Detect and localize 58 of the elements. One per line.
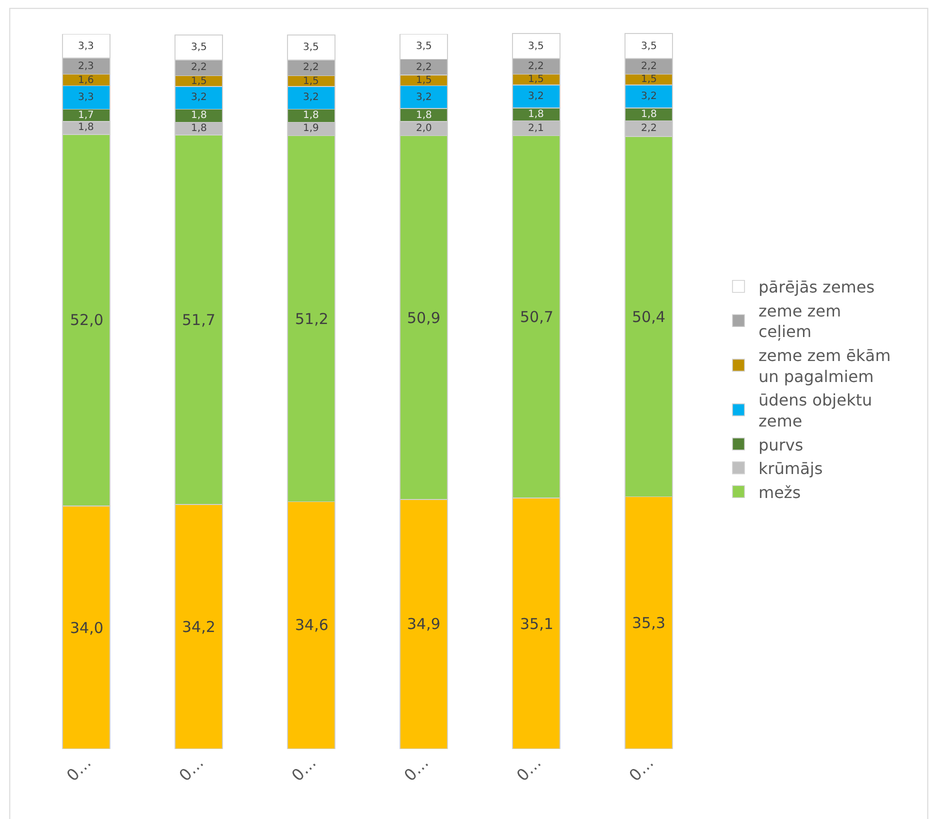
data-label: 3,2 <box>528 91 544 102</box>
legend-label: pārējās zemes <box>758 278 875 297</box>
data-label: 1,5 <box>528 74 544 85</box>
x-tick-label: 0… <box>62 753 95 786</box>
x-tick-label: 0… <box>400 753 432 786</box>
data-label: 34,2 <box>182 618 216 636</box>
data-label: 35,3 <box>632 614 666 632</box>
data-label: 1,8 <box>303 110 319 121</box>
data-label: 3,2 <box>191 92 207 103</box>
data-label: 2,3 <box>78 61 94 72</box>
legend-label: purvs <box>758 435 804 454</box>
data-label: 1,8 <box>528 109 544 120</box>
data-label: 1,7 <box>78 110 94 121</box>
data-label: 51,7 <box>182 311 216 329</box>
data-label: 1,8 <box>416 110 432 121</box>
x-tick-label: 0… <box>288 753 320 786</box>
data-label: 3,2 <box>303 92 319 103</box>
data-label: 34,9 <box>407 615 440 633</box>
data-label: 3,2 <box>641 91 657 102</box>
data-label: 1,5 <box>416 75 432 86</box>
data-label: 50,7 <box>520 308 554 326</box>
data-label: 3,3 <box>78 41 94 52</box>
data-label: 1,9 <box>303 123 319 134</box>
data-label: 1,5 <box>641 74 657 85</box>
legend-label: mežs <box>758 482 801 502</box>
data-label: 50,4 <box>632 308 666 326</box>
x-tick-label: 0… <box>625 753 658 786</box>
data-label: 2,2 <box>641 123 657 134</box>
legend-label: krūmājs <box>758 459 823 478</box>
x-tick-label: 0… <box>512 753 545 786</box>
data-label: 3,5 <box>528 41 544 52</box>
data-label: 2,2 <box>528 61 544 72</box>
data-label: 1,8 <box>641 109 657 120</box>
data-label: 2,2 <box>416 62 432 73</box>
data-label: 2,0 <box>416 123 432 134</box>
data-label: 3,5 <box>641 41 657 52</box>
data-label: 1,8 <box>78 122 94 133</box>
data-label: 1,5 <box>303 76 319 87</box>
data-label: 2,1 <box>528 123 544 134</box>
data-label: 51,2 <box>295 310 328 328</box>
data-label: 1,5 <box>191 76 207 87</box>
data-label: 1,6 <box>78 75 94 86</box>
data-label: 35,1 <box>520 615 554 633</box>
data-label: 1,8 <box>191 123 207 134</box>
data-label: 52,0 <box>70 311 104 329</box>
data-label: 50,9 <box>407 309 440 327</box>
data-label: 2,2 <box>191 62 207 73</box>
data-label: 1,8 <box>191 110 207 121</box>
data-label: 3,2 <box>416 92 432 103</box>
data-label: 3,5 <box>416 41 432 52</box>
data-label: 3,5 <box>303 42 319 53</box>
data-label: 3,3 <box>78 92 94 103</box>
data-label: 2,2 <box>303 62 319 73</box>
data-label: 34,6 <box>295 616 328 634</box>
x-tick-label: 0… <box>175 753 208 786</box>
data-label: 3,5 <box>191 42 207 53</box>
data-label: 34,0 <box>70 619 104 637</box>
data-label: 2,2 <box>641 61 657 72</box>
